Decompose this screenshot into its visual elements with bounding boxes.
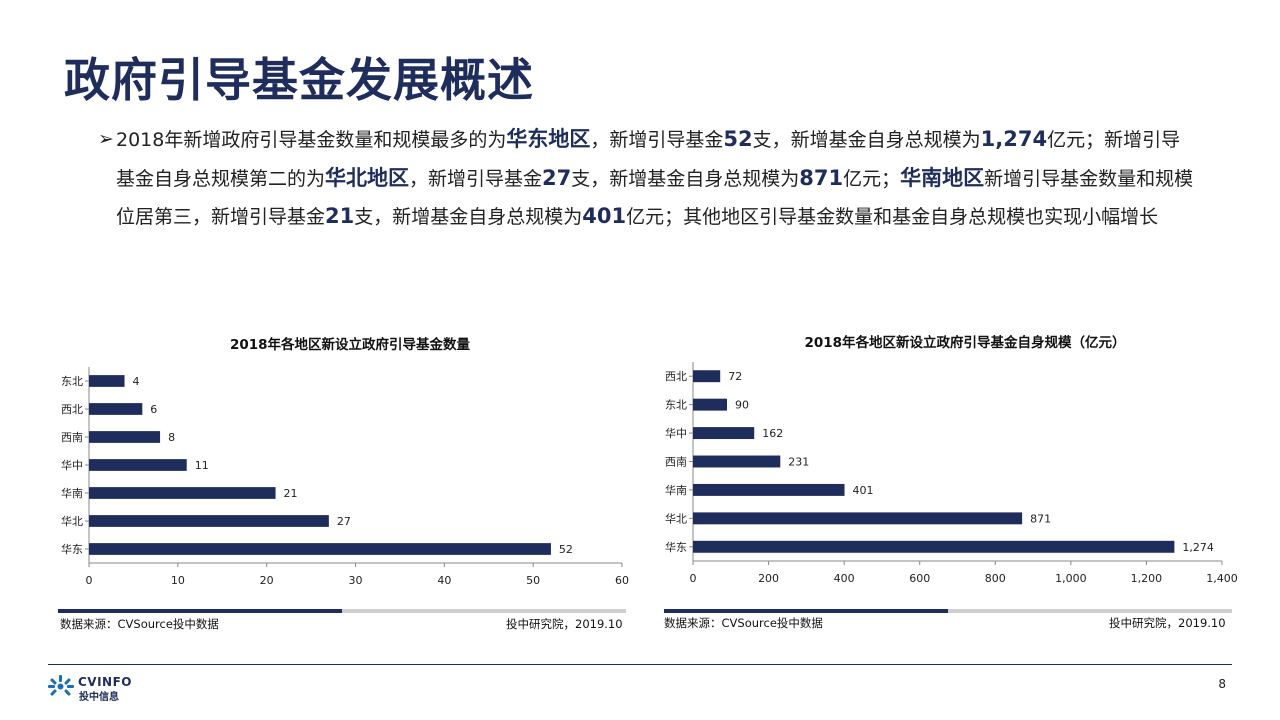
highlight-number: 27: [542, 165, 572, 190]
category-label: 西北: [61, 403, 83, 416]
x-tick-label: 1,200: [1131, 572, 1163, 585]
bar: [89, 487, 276, 499]
chart-fund-scale: 西北 72 东北 90 华中 162 西南 231 华南 401 华北 871 华东 1,274 0 200 4…: [665, 362, 1238, 585]
value-label: 231: [788, 456, 809, 469]
highlight-region: 华北地区: [325, 165, 410, 190]
summary-text: 新增引导基金数量和规模位居第三，新增引导基金: [116, 167, 1194, 229]
value-label: 27: [337, 515, 351, 528]
highlight-number: 52: [723, 127, 753, 151]
summary-paragraph: 2018年新增政府引导基金数量和规模最多的为华东地区，新增引导基金52支，新增基…: [116, 121, 1198, 237]
category-label: 东北: [665, 399, 687, 412]
summary-text: 亿元；其他地区引导基金数量和基金自身总规模也实现小幅增长: [626, 206, 1159, 228]
source-divider: [58, 609, 626, 613]
bar: [693, 427, 755, 440]
summary-text: 亿元；新增引导基金自身总规模第二的为: [116, 129, 1181, 190]
page-title: 政府引导基金发展概述: [64, 53, 534, 107]
bar: [693, 455, 781, 468]
summary-bullet: ➢ 2018年新增政府引导基金数量和规模最多的为华东地区，新增引导基金52支，新…: [98, 121, 1198, 237]
highlight-number: 21: [325, 204, 355, 228]
value-label: 871: [1030, 512, 1051, 525]
bar: [89, 431, 161, 443]
x-tick-label: 20: [260, 574, 274, 587]
summary-text: 支，新增基金自身总规模为: [752, 129, 981, 151]
bar: [693, 370, 721, 383]
summary-text: ，新增引导基金: [409, 167, 543, 190]
bar: [693, 540, 1175, 553]
category-label: 西北: [665, 370, 687, 383]
bar: [693, 483, 845, 496]
value-label: 162: [762, 427, 783, 440]
bar: [89, 459, 187, 471]
company-logo: CVINFO 投中信息: [48, 673, 138, 703]
logo-mark-icon: [48, 675, 74, 696]
chart-title-fund-scale: 2018年各地区新设立政府引导基金自身规模（亿元）: [804, 335, 1126, 351]
bullet-arrow-icon: ➢: [98, 128, 114, 150]
highlight-number: 401: [582, 204, 627, 228]
value-label: 401: [853, 484, 874, 497]
bar: [693, 398, 728, 411]
category-label: 西南: [61, 431, 83, 444]
x-tick-label: 10: [171, 574, 185, 587]
x-tick-label: 0: [690, 572, 697, 585]
highlight-region: 华南地区: [900, 165, 985, 190]
x-tick-label: 40: [437, 574, 451, 587]
highlight-region: 华东地区: [506, 127, 591, 151]
x-tick-label: 60: [615, 574, 629, 587]
value-label: 11: [195, 459, 209, 472]
summary-text: ，新增引导基金: [590, 129, 724, 151]
summary-text: 支，新增基金自身总规模为: [571, 167, 800, 190]
highlight-number: 1,274: [980, 127, 1048, 151]
x-tick-label: 200: [758, 572, 779, 585]
value-label: 90: [735, 399, 749, 412]
category-label: 西南: [665, 456, 687, 469]
chart-fund-count: 东北 4 西北 6 西南 8 华中 11 华南 21 华北 27 华东 52 0 10 20 30 40 50 60: [61, 367, 629, 587]
category-label: 华南: [61, 486, 83, 500]
x-tick-label: 1,000: [1055, 572, 1087, 585]
footer-divider: [48, 664, 1232, 665]
bar: [89, 403, 143, 415]
value-label: 21: [284, 487, 298, 500]
value-label: 6: [150, 403, 157, 416]
value-label: 4: [133, 375, 140, 388]
bar: [89, 375, 125, 387]
category-label: 东北: [61, 375, 83, 388]
logo-text-en: CVINFO: [78, 675, 132, 689]
value-label: 52: [559, 543, 573, 556]
summary-text: 亿元；: [843, 167, 901, 190]
source-label: 数据来源：CVSource投中数据: [60, 617, 219, 631]
category-label: 华北: [61, 514, 83, 528]
bar: [89, 543, 551, 555]
chart-title-fund-count: 2018年各地区新设立政府引导基金数量: [229, 337, 471, 353]
category-label: 华中: [61, 458, 83, 472]
x-tick-label: 0: [86, 574, 93, 587]
category-label: 华北: [665, 511, 687, 525]
source-org-date: 投中研究院，2019.10: [506, 617, 623, 631]
x-tick-label: 1,400: [1206, 572, 1238, 585]
bar: [89, 515, 329, 527]
category-label: 华中: [665, 426, 687, 440]
bar: [693, 512, 1023, 525]
x-tick-label: 30: [349, 574, 363, 587]
highlight-number: 871: [799, 165, 844, 190]
category-label: 华东: [665, 540, 687, 554]
value-label: 1,274: [1182, 541, 1214, 554]
summary-text: 2018年新增政府引导基金数量和规模最多的为: [116, 129, 507, 151]
page-number: 8: [1218, 677, 1226, 691]
category-label: 华南: [665, 483, 687, 497]
x-tick-label: 50: [526, 574, 540, 587]
source-org-date: 投中研究院，2019.10: [1109, 616, 1226, 630]
x-tick-label: 800: [985, 572, 1006, 585]
x-tick-label: 400: [834, 572, 855, 585]
summary-text: 支，新增基金自身总规模为: [354, 206, 583, 228]
source-divider: [664, 609, 1232, 613]
category-label: 华东: [61, 542, 83, 556]
value-label: 72: [728, 370, 742, 383]
x-tick-label: 600: [909, 572, 930, 585]
source-label: 数据来源：CVSource投中数据: [664, 616, 823, 630]
value-label: 8: [168, 431, 175, 444]
logo-text-cn: 投中信息: [79, 692, 119, 703]
